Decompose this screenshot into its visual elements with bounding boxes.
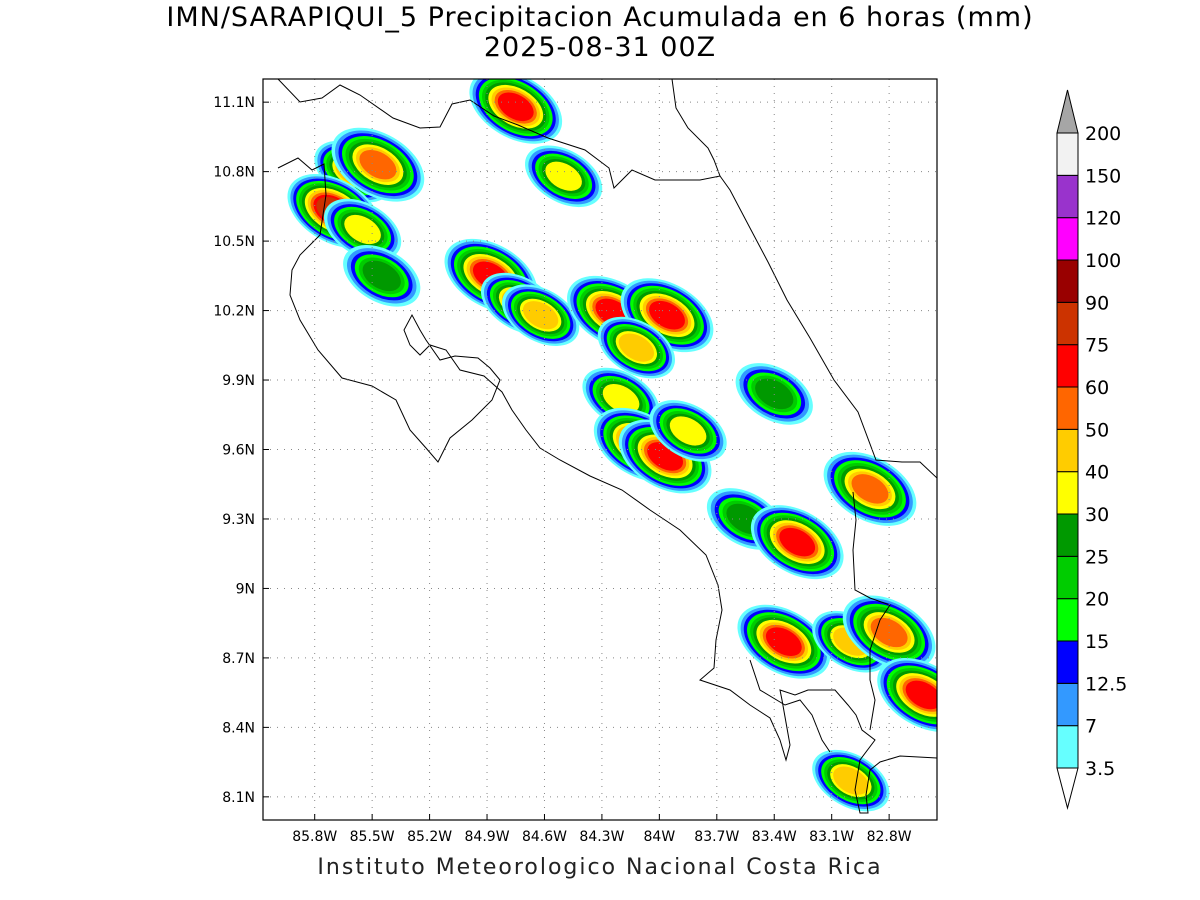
precip-contour bbox=[779, 527, 816, 557]
lon-tick-label: 84W bbox=[644, 829, 676, 845]
precip-contour bbox=[618, 333, 655, 362]
lat-tick-label: 9.3N bbox=[222, 512, 255, 528]
lat-tick-label: 8.1N bbox=[222, 790, 255, 806]
coastline-pacific-north bbox=[277, 157, 937, 814]
colorbar-swatch bbox=[1056, 217, 1079, 261]
precip-cell bbox=[323, 198, 402, 261]
lon-tick-label: 84.9W bbox=[465, 829, 510, 845]
colorbar-swatch bbox=[1056, 471, 1079, 515]
lon-tick-label: 84.3W bbox=[579, 829, 624, 845]
colorbar-level-label: 40 bbox=[1085, 462, 1109, 484]
lat-tick-label: 9N bbox=[236, 581, 255, 597]
map-datetime: 2025-08-31 00Z bbox=[483, 32, 717, 63]
lat-tick-label: 8.7N bbox=[222, 651, 255, 667]
colorbar-level-label: 100 bbox=[1085, 250, 1121, 272]
colorbar-swatch bbox=[1056, 682, 1079, 727]
precip-contour bbox=[522, 301, 559, 330]
lon-tick-label: 85.8W bbox=[292, 829, 337, 845]
colorbar-level-label: 150 bbox=[1085, 165, 1121, 187]
coastline-layer bbox=[277, 79, 937, 814]
precip-cell bbox=[737, 604, 831, 679]
lon-tick-label: 83.4W bbox=[752, 829, 797, 845]
colorbar-level-label: 60 bbox=[1085, 377, 1109, 399]
precip-contour bbox=[669, 416, 707, 446]
precip-contour bbox=[765, 627, 802, 656]
colorbar-level-label: 120 bbox=[1085, 208, 1121, 230]
colorbar: 3.5 7 12.5 15 20 25 30 40 50 60 75 90 100 120 150 200 bbox=[1056, 89, 1127, 810]
lon-tick-label: 83.7W bbox=[694, 829, 739, 845]
colorbar-level-label: 50 bbox=[1085, 419, 1109, 441]
precip-contour bbox=[602, 383, 640, 414]
precip-contour bbox=[497, 92, 534, 122]
colorbar-swatch bbox=[1056, 259, 1079, 303]
precip-cell bbox=[823, 451, 917, 526]
map-title: IMN/SARAPIQUI_5 Precipitacion Acumulada … bbox=[166, 2, 1034, 33]
precip-contour bbox=[545, 161, 582, 191]
lat-tick-label: 9.6N bbox=[222, 443, 255, 459]
lat-tick-label: 10.8N bbox=[213, 165, 255, 181]
coastline-osa bbox=[749, 659, 831, 753]
colorbar-swatch bbox=[1056, 386, 1079, 430]
lon-tick-label: 85.5W bbox=[350, 829, 395, 845]
colorbar-swatch bbox=[1056, 301, 1079, 346]
colorbar-over-triangle bbox=[1056, 89, 1079, 134]
credit-text: Instituto Meteorologico Nacional Costa R… bbox=[317, 855, 883, 880]
axis-labels: 85.8W 85.5W 85.2W 84.9W 84.6W 84.3W 84W 83.7W 83… bbox=[213, 95, 911, 845]
precip-contour bbox=[833, 766, 869, 795]
precip-contour bbox=[344, 214, 381, 245]
colorbar-level-label: 30 bbox=[1085, 504, 1109, 526]
colorbar-swatch bbox=[1056, 428, 1079, 473]
precip-cell bbox=[469, 79, 563, 144]
precip-cell bbox=[735, 363, 813, 425]
colorbar-swatch bbox=[1056, 344, 1079, 388]
precip-cell bbox=[877, 657, 937, 732]
colorbar-swatch bbox=[1056, 598, 1079, 642]
precip-cell bbox=[750, 505, 844, 580]
colorbar-level-label: 20 bbox=[1085, 589, 1109, 611]
precip-cell bbox=[524, 145, 603, 208]
lat-tick-label: 10.2N bbox=[213, 304, 255, 320]
colorbar-swatch bbox=[1056, 513, 1079, 557]
lon-tick-label: 82.8W bbox=[867, 829, 912, 845]
colorbar-swatch bbox=[1056, 555, 1079, 600]
grid-layer bbox=[263, 79, 937, 820]
lake-nicaragua bbox=[671, 79, 721, 177]
border-panama bbox=[852, 491, 891, 731]
precip-contour bbox=[649, 300, 685, 330]
colorbar-level-label: 75 bbox=[1085, 335, 1109, 357]
coastline-caribbean bbox=[277, 79, 937, 479]
precip-contour bbox=[851, 474, 889, 504]
colorbar-swatch bbox=[1056, 174, 1079, 219]
colorbar-under-triangle bbox=[1056, 767, 1079, 810]
precip-contour bbox=[905, 680, 937, 710]
colorbar-swatch bbox=[1056, 132, 1079, 176]
precip-cell bbox=[502, 284, 580, 347]
colorbar-level-label: 200 bbox=[1085, 123, 1121, 145]
lon-tick-label: 85.2W bbox=[407, 829, 452, 845]
colorbar-swatch bbox=[1056, 725, 1079, 769]
lat-tick-label: 10.5N bbox=[213, 234, 255, 250]
colorbar-level-label: 90 bbox=[1085, 292, 1109, 314]
precip-cell bbox=[331, 127, 425, 202]
colorbar-level-label: 3.5 bbox=[1085, 758, 1115, 780]
lon-tick-label: 83.1W bbox=[809, 829, 854, 845]
lon-tick-label: 84.6W bbox=[522, 829, 567, 845]
colorbar-level-label: 15 bbox=[1085, 631, 1109, 653]
colorbar-level-label: 7 bbox=[1085, 716, 1097, 738]
precipitation-layer bbox=[287, 79, 937, 812]
precip-contour bbox=[755, 378, 794, 410]
lat-tick-label: 11.1N bbox=[213, 95, 255, 111]
precip-cell bbox=[343, 245, 421, 307]
colorbar-level-label: 25 bbox=[1085, 546, 1109, 568]
precip-cell bbox=[649, 400, 727, 462]
lat-tick-label: 9.9N bbox=[222, 373, 255, 389]
colorbar-level-label: 12.5 bbox=[1085, 673, 1127, 695]
colorbar-swatch bbox=[1056, 640, 1079, 684]
precip-cell bbox=[597, 316, 676, 379]
lat-tick-label: 8.4N bbox=[222, 720, 255, 736]
